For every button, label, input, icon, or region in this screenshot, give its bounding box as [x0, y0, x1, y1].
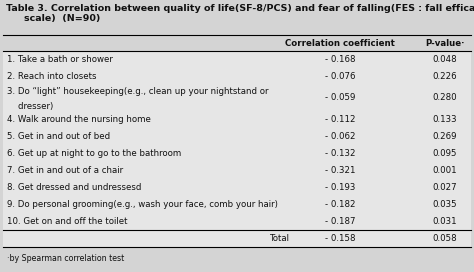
Text: 0.027: 0.027: [433, 183, 457, 192]
Bar: [3, 230, 471, 247]
Text: 6. Get up at night to go to the bathroom: 6. Get up at night to go to the bathroom: [7, 149, 181, 158]
Text: 0.035: 0.035: [433, 200, 457, 209]
Text: - 0.112: - 0.112: [325, 115, 355, 124]
Text: 0.048: 0.048: [433, 55, 457, 64]
Bar: [3, 85, 471, 111]
Text: 0.095: 0.095: [433, 149, 457, 158]
Bar: [3, 68, 471, 85]
Text: 10. Get on and off the toilet: 10. Get on and off the toilet: [7, 217, 128, 226]
Text: - 0.187: - 0.187: [325, 217, 355, 226]
Text: 8. Get dressed and undressesd: 8. Get dressed and undressesd: [7, 183, 141, 192]
Text: 0.280: 0.280: [433, 94, 457, 103]
Text: Correlation coefficient: Correlation coefficient: [285, 39, 395, 48]
Text: 4. Walk around the nursing home: 4. Walk around the nursing home: [7, 115, 151, 124]
Bar: [3, 162, 471, 179]
Text: 9. Do personal grooming(e.g., wash your face, comb your hair): 9. Do personal grooming(e.g., wash your …: [7, 200, 278, 209]
Text: - 0.132: - 0.132: [325, 149, 355, 158]
Text: - 0.062: - 0.062: [325, 132, 355, 141]
Text: - 0.059: - 0.059: [325, 94, 355, 103]
Text: dresser): dresser): [7, 101, 53, 110]
Text: 0.133: 0.133: [433, 115, 457, 124]
Text: 0.226: 0.226: [433, 72, 457, 81]
Text: 2. Reach into closets: 2. Reach into closets: [7, 72, 97, 81]
Text: - 0.321: - 0.321: [325, 166, 355, 175]
Text: 3. Do “light” housekeeping(e.g., clean up your nightstand or: 3. Do “light” housekeeping(e.g., clean u…: [7, 88, 268, 97]
Text: Table 3. Correlation between quality of life(SF-8/PCS) and fear of falling(FES :: Table 3. Correlation between quality of …: [6, 4, 474, 13]
Text: - 0.168: - 0.168: [325, 55, 355, 64]
Bar: [3, 0, 471, 35]
Text: 7. Get in and out of a chair: 7. Get in and out of a chair: [7, 166, 123, 175]
Bar: [3, 213, 471, 230]
Text: 1. Take a bath or shower: 1. Take a bath or shower: [7, 55, 113, 64]
Text: Total: Total: [270, 234, 290, 243]
Bar: [3, 196, 471, 213]
Text: 0.001: 0.001: [433, 166, 457, 175]
Text: 0.269: 0.269: [433, 132, 457, 141]
Text: - 0.182: - 0.182: [325, 200, 355, 209]
Text: ·by Spearman correlation test: ·by Spearman correlation test: [7, 254, 124, 263]
Bar: [3, 145, 471, 162]
Bar: [3, 35, 471, 51]
Text: - 0.193: - 0.193: [325, 183, 355, 192]
Bar: [3, 111, 471, 128]
Text: 0.031: 0.031: [433, 217, 457, 226]
Text: 5. Get in and out of bed: 5. Get in and out of bed: [7, 132, 110, 141]
Bar: [3, 179, 471, 196]
Bar: [3, 128, 471, 145]
Text: 0.058: 0.058: [433, 234, 457, 243]
Text: - 0.076: - 0.076: [325, 72, 355, 81]
Text: - 0.158: - 0.158: [325, 234, 355, 243]
Text: P-value·: P-value·: [425, 39, 465, 48]
Text: scale)  (N=90): scale) (N=90): [24, 14, 100, 23]
Bar: [3, 51, 471, 68]
